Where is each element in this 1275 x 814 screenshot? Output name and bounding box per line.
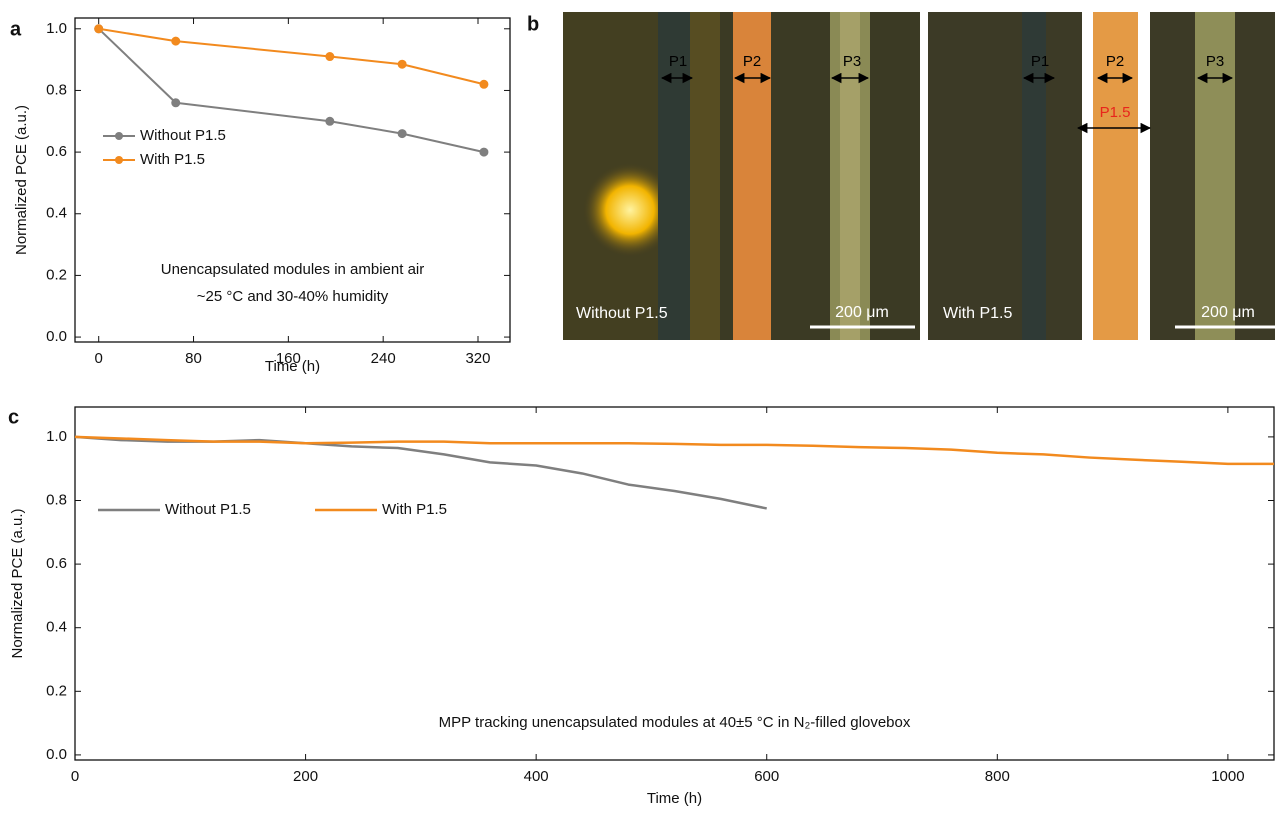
micrograph-caption: Without P1.5	[576, 305, 668, 322]
p1-scribe	[1022, 12, 1046, 340]
y-tick-label: 0.4	[46, 205, 67, 222]
x-tick-label: 160	[276, 350, 301, 367]
p2-scribe	[1093, 12, 1138, 340]
annotation: Unencapsulated modules in ambient air	[161, 261, 425, 278]
p1-scribe	[658, 12, 690, 340]
data-point	[171, 36, 181, 46]
data-point	[325, 116, 335, 126]
p3-scribe	[1195, 12, 1235, 340]
y-tick-label: 0.0	[46, 746, 67, 763]
y-tick-label: 0.4	[46, 619, 67, 636]
micrograph-tile	[928, 12, 1082, 340]
y-axis-label: Normalized PCE (a.u.)	[13, 105, 30, 255]
x-tick-label: 320	[465, 350, 490, 367]
x-tick-label: 0	[95, 350, 103, 367]
y-tick-label: 0.8	[46, 81, 67, 98]
y-tick-label: 1.0	[46, 20, 67, 37]
scribe-label: P3	[1206, 53, 1224, 70]
x-tick-label: 1000	[1211, 768, 1244, 785]
annotation: MPP tracking unencapsulated modules at 4…	[439, 714, 911, 731]
data-point	[94, 24, 104, 34]
x-tick-label: 400	[524, 768, 549, 785]
scale-bar-label: 200 μm	[835, 304, 889, 321]
scribe-label: P2	[743, 53, 761, 70]
legend-label: Without P1.5	[165, 501, 251, 518]
scribe-label: P1	[1031, 53, 1049, 70]
micrograph-caption: With P1.5	[943, 305, 1012, 322]
y-tick-label: 0.2	[46, 682, 67, 699]
debris	[690, 12, 720, 340]
defect-spot	[582, 162, 678, 258]
scribe-label: P2	[1106, 53, 1124, 70]
series-line	[74, 435, 767, 510]
scribe-label: P1.5	[1100, 104, 1131, 121]
scribe-label: P1	[669, 53, 687, 70]
x-tick-label: 200	[293, 768, 318, 785]
legend-marker	[115, 156, 123, 164]
legend-label: Without P1.5	[140, 127, 226, 144]
micrograph-panel: P1 P2 P3 P1 P2 P1.5 P3 Without P1.5 With…	[563, 12, 1275, 340]
y-tick-label: 0.6	[46, 143, 67, 160]
y-tick-label: 0.6	[46, 555, 67, 572]
x-axis-label: Time (h)	[647, 790, 702, 807]
data-point	[171, 98, 181, 108]
scribe-label: P3	[843, 53, 861, 70]
data-point	[397, 129, 407, 139]
x-tick-label: 80	[185, 350, 202, 367]
x-tick-label: 800	[985, 768, 1010, 785]
series-line	[98, 27, 485, 86]
data-point	[479, 79, 489, 89]
y-tick-label: 1.0	[46, 428, 67, 445]
p2-scribe	[733, 12, 771, 340]
legend-marker	[115, 132, 123, 140]
data-point	[397, 59, 407, 69]
plot-frame	[74, 406, 1275, 761]
p3-core	[840, 12, 860, 340]
y-tick-label: 0.2	[46, 266, 67, 283]
legend-label: With P1.5	[140, 151, 205, 168]
y-tick-label: 0.0	[46, 328, 67, 345]
y-axis-label: Normalized PCE (a.u.)	[9, 508, 26, 658]
x-axis-label: Time (h)	[265, 358, 320, 375]
x-tick-label: 240	[371, 350, 396, 367]
plot-frame	[74, 17, 511, 343]
panel-label: b	[527, 13, 539, 35]
data-point	[479, 147, 489, 157]
panel-label: a	[10, 18, 22, 40]
x-tick-label: 600	[754, 768, 779, 785]
data-point	[325, 52, 335, 62]
scale-bar-label: 200 μm	[1201, 304, 1255, 321]
legend-label: With P1.5	[382, 501, 447, 518]
series-line	[74, 435, 1274, 466]
y-tick-label: 0.8	[46, 491, 67, 508]
annotation: ~25 °C and 30-40% humidity	[197, 288, 389, 305]
x-tick-label: 0	[71, 768, 79, 785]
panel-label: c	[8, 406, 19, 428]
